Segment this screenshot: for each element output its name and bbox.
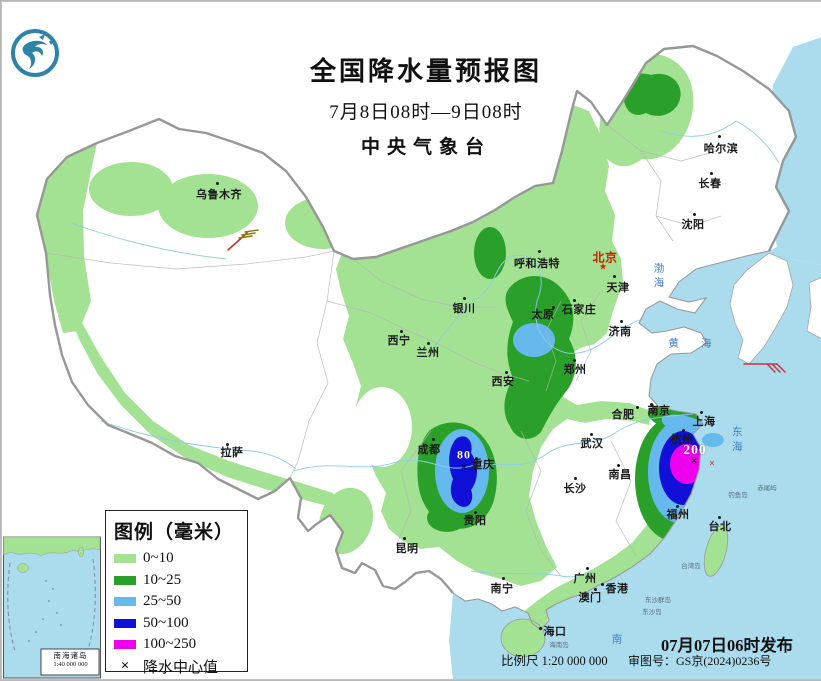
- city-label-合肥: 合肥: [612, 406, 635, 422]
- sea-label-南: 南: [612, 632, 623, 647]
- city-label-长沙: 长沙: [564, 480, 587, 496]
- city-label-贵阳: 贵阳: [464, 512, 487, 528]
- sea-label-黄海: 黄海: [669, 336, 734, 351]
- city-label-哈尔滨: 哈尔滨: [704, 140, 739, 156]
- city-label-太原: 太原: [532, 306, 555, 322]
- city-label-乌鲁木齐: 乌鲁木齐: [196, 186, 242, 202]
- city-label-呼和浩特: 呼和浩特: [514, 255, 560, 271]
- city-dot: [538, 250, 541, 253]
- city-label-重庆: 重庆: [472, 456, 495, 472]
- map-scale-text: 比例尺 1:20 000 000: [501, 650, 608, 669]
- page-title: 全国降水量预报图: [251, 51, 601, 88]
- city-label-西宁: 西宁: [388, 332, 411, 348]
- forecast-period: 7月8日08时—9日08时: [251, 97, 601, 124]
- sea-label-渤海: 渤海: [651, 263, 666, 292]
- city-label-济南: 济南: [609, 323, 632, 339]
- precip-center-cross: ×: [691, 454, 698, 469]
- city-label-南昌: 南昌: [609, 466, 632, 482]
- legend-label: 10~25: [143, 572, 181, 589]
- legend-items: 0~10 10~25 25~50 50~100 100~250: [114, 548, 239, 656]
- city-label-香港: 香港: [606, 580, 629, 596]
- inset-caption: 南海诸岛 1:40 000 000: [42, 650, 99, 668]
- city-label-武汉: 武汉: [581, 435, 604, 451]
- city-label-福州: 福州: [667, 506, 690, 522]
- city-label-西安: 西安: [492, 373, 515, 389]
- title-block: 全国降水量预报图 7月8日08时—9日08时 中央气象台: [251, 51, 601, 159]
- legend-swatch: [114, 619, 136, 628]
- city-label-银川: 银川: [453, 300, 476, 316]
- inset-caption-title: 南海诸岛: [42, 650, 99, 661]
- island-label-东沙群岛: 东沙群岛: [645, 594, 671, 604]
- cma-logo-icon: [9, 27, 61, 79]
- legend-row-2: 25~50: [114, 591, 239, 613]
- legend-label: 25~50: [143, 593, 181, 610]
- legend-row-4: 100~250: [114, 634, 239, 656]
- city-label-海口: 海口: [544, 623, 567, 639]
- city-label-台北: 台北: [709, 518, 732, 534]
- legend-row-1: 10~25: [114, 570, 239, 592]
- city-label-石家庄: 石家庄: [562, 301, 597, 317]
- city-label-上海: 上海: [693, 413, 716, 429]
- city-dot: [539, 627, 542, 630]
- city-label-兰州: 兰州: [417, 344, 440, 360]
- legend-label: 50~100: [143, 615, 189, 632]
- city-dot: [216, 182, 219, 185]
- city-dot: [613, 275, 616, 278]
- city-label-郑州: 郑州: [564, 361, 587, 377]
- city-label-广州: 广州: [574, 570, 597, 586]
- island-label-海南岛: 海南岛: [549, 639, 569, 649]
- city-label-长春: 长春: [699, 175, 722, 191]
- city-dot: [718, 135, 721, 138]
- city-label-成都: 成都: [418, 441, 441, 457]
- legend-label: 0~10: [143, 550, 174, 567]
- legend-row-center-value: × 降水中心值: [114, 656, 239, 678]
- city-label-南宁: 南宁: [491, 580, 514, 596]
- city-dot: [601, 583, 604, 586]
- island-label-赤尾屿: 赤尾屿: [757, 482, 777, 492]
- city-label-昆明: 昆明: [396, 540, 419, 556]
- legend-swatch: [114, 554, 136, 563]
- island-label-钓鱼岛: 钓鱼岛: [728, 489, 748, 499]
- legend-row-0: 0~10: [114, 548, 239, 570]
- legend-title: 图例（毫米）: [114, 517, 239, 544]
- legend-swatch: [114, 576, 136, 585]
- precip-center-symbol: ×: [114, 658, 136, 675]
- city-label-南京: 南京: [648, 402, 671, 418]
- landfall-cross: ×: [709, 459, 715, 470]
- issue-time-text: 07月07日06时发布: [661, 632, 793, 656]
- legend-swatch: [114, 640, 136, 649]
- legend-swatch: [114, 597, 136, 606]
- legend-label: 100~250: [143, 636, 196, 653]
- city-label-澳门: 澳门: [579, 589, 602, 605]
- precip-center-label: 降水中心值: [143, 656, 218, 677]
- island-label-东沙岛: 东沙岛: [642, 606, 662, 616]
- sea-label-东海: 东海: [732, 424, 792, 454]
- city-label-拉萨: 拉萨: [221, 444, 244, 460]
- agency-name: 中央气象台: [251, 132, 601, 159]
- city-label-北京: 北京: [592, 249, 617, 266]
- legend-row-3: 50~100: [114, 613, 239, 635]
- inset-caption-scale: 1:40 000 000: [42, 661, 99, 668]
- island-label-台湾岛: 台湾岛: [681, 560, 701, 570]
- city-dot: [636, 406, 639, 409]
- city-label-沈阳: 沈阳: [682, 216, 705, 232]
- precip-center-cross: ×: [461, 460, 468, 475]
- city-label-天津: 天津: [607, 279, 630, 295]
